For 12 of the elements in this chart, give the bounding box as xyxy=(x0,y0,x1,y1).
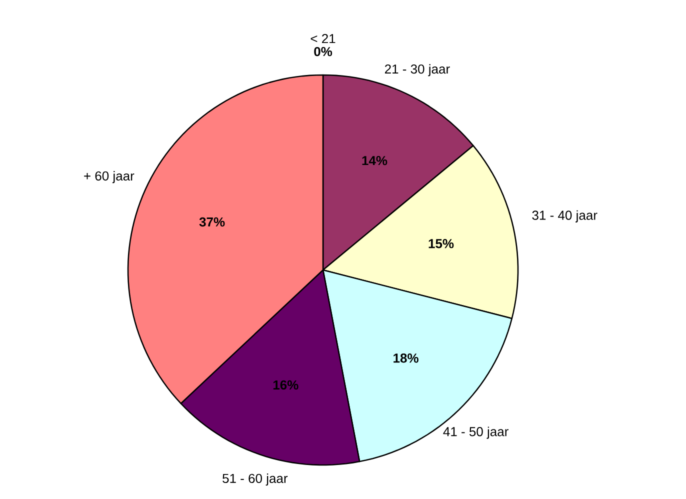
data-label: 18% xyxy=(394,354,418,363)
slice-label: 21 - 30 jaar xyxy=(384,64,450,76)
slice-label: 51 - 60 jaar xyxy=(222,473,288,486)
data-label: 16% xyxy=(273,380,298,390)
text: 0% xyxy=(314,46,332,56)
data-label: 15% xyxy=(428,239,454,248)
category-label: < 21 xyxy=(310,34,336,44)
slice-label: 41 - 50 jaar xyxy=(443,426,508,439)
slice-label: + 60 jaar xyxy=(84,171,134,184)
slice-label: 31 - 40 jaar xyxy=(532,210,598,222)
data-label: 14% xyxy=(362,156,388,166)
data-label: 37% xyxy=(199,217,225,227)
